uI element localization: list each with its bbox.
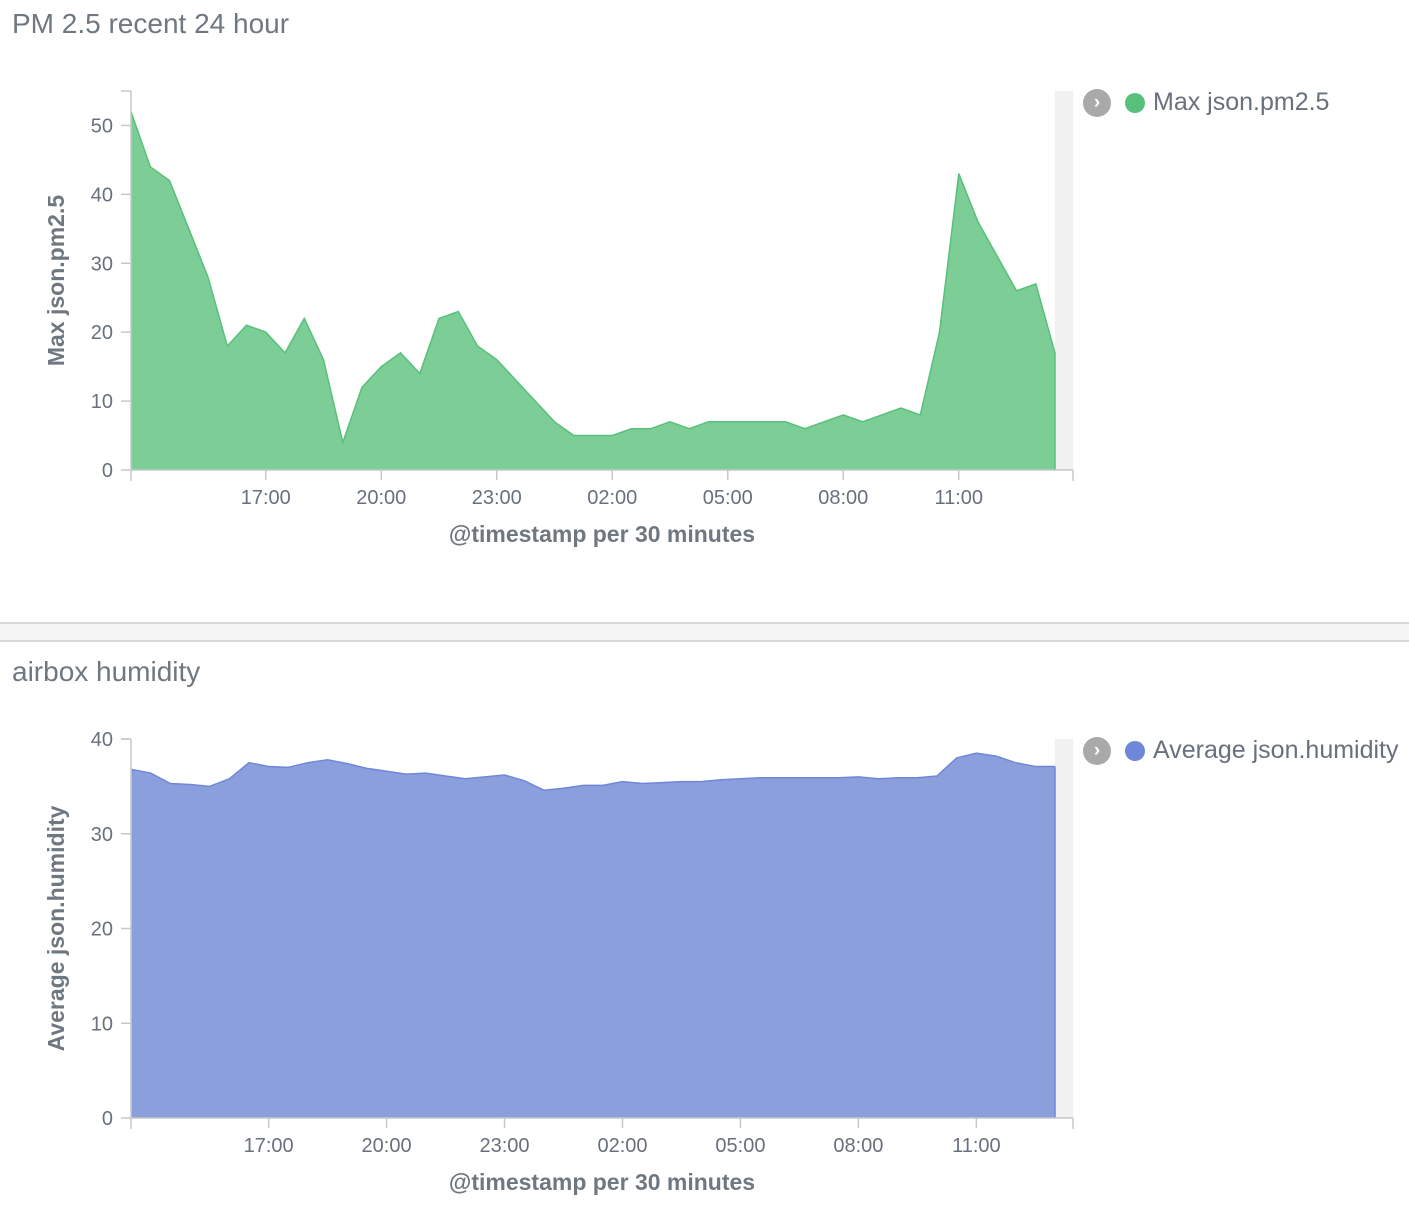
legend-toggle-icon[interactable]: ›	[1083, 88, 1111, 117]
series-area[interactable]	[131, 111, 1055, 470]
legend-color-dot[interactable]	[1125, 740, 1145, 761]
y-tick-label: 50	[91, 115, 113, 137]
panel-divider	[0, 622, 1409, 642]
legend-label[interactable]: Average json.humidity	[1153, 736, 1399, 764]
y-axis-title: Max json.pm2.5	[43, 195, 69, 366]
humidity-area-chart: 0 10 20 30 40 17:00 20:00 23:00 02:00 05:00 08:00 1…	[43, 729, 1074, 1195]
plot-gutter	[1055, 91, 1073, 470]
y-tick-label: 40	[91, 184, 113, 206]
x-axis-title: @timestamp per 30 minutes	[449, 521, 755, 547]
series-line	[130, 111, 1056, 446]
x-tick-label: 02:00	[597, 1135, 647, 1157]
series-line	[130, 752, 1055, 791]
legend-color-dot[interactable]	[1125, 92, 1145, 113]
x-tick-label: 20:00	[356, 487, 406, 509]
pm25-area-chart: 0 10 20 30 40 50 17:00 20:00 23:00 02:00 05:00 08:0…	[43, 90, 1074, 547]
chart-legend: › Max json.pm2.5	[1083, 88, 1329, 117]
y-tick-label: 10	[91, 1013, 113, 1035]
panel-title: PM 2.5 recent 24 hour	[12, 8, 290, 39]
x-tick-label: 11:00	[934, 487, 983, 509]
x-tick-label: 11:00	[952, 1135, 1001, 1157]
y-tick-label: 40	[91, 729, 113, 751]
y-tick-label: 10	[91, 391, 113, 413]
y-tick-label: 20	[91, 919, 113, 941]
x-tick-label: 17:00	[244, 1135, 294, 1157]
legend-label[interactable]: Max json.pm2.5	[1153, 88, 1330, 116]
legend-toggle-icon[interactable]: ›	[1083, 736, 1111, 765]
x-tick-label: 02:00	[587, 487, 637, 509]
x-tick-label: 05:00	[715, 1135, 765, 1157]
x-tick-label: 20:00	[362, 1135, 412, 1157]
panel-title: airbox humidity	[12, 656, 201, 687]
y-tick-label: 30	[91, 253, 113, 275]
x-tick-label: 08:00	[833, 1135, 883, 1157]
y-tick-label: 0	[102, 1108, 113, 1130]
chart-legend: › Average json.humidity	[1083, 736, 1399, 765]
plot-gutter	[1055, 739, 1073, 1118]
y-tick-label: 20	[91, 322, 113, 344]
x-tick-label: 05:00	[703, 487, 753, 509]
x-tick-label: 23:00	[472, 487, 522, 509]
x-axis-title: @timestamp per 30 minutes	[449, 1169, 755, 1195]
x-tick-label: 23:00	[480, 1135, 530, 1157]
x-tick-label: 08:00	[818, 487, 868, 509]
x-tick-label: 17:00	[241, 487, 291, 509]
pm25-panel: PM 2.5 recent 24 hour 0 10 20 30 40 50 17:00 20…	[12, 8, 1330, 547]
y-axis-title: Average json.humidity	[43, 805, 69, 1051]
humidity-panel: airbox humidity 0 10 20 30 40 17:00 20:00 23:00…	[0, 642, 1409, 1231]
series-area[interactable]	[131, 753, 1055, 1118]
y-tick-label: 0	[102, 460, 113, 482]
y-tick-label: 30	[91, 824, 113, 846]
